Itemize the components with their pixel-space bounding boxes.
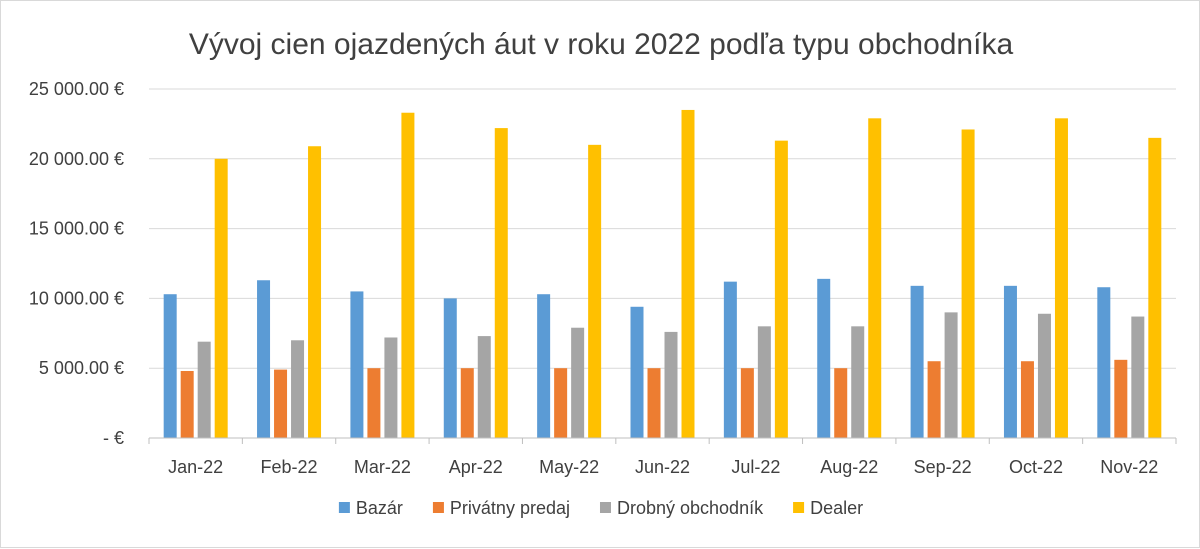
bar [443, 298, 457, 438]
y-tick-label: - € [103, 428, 124, 448]
legend-swatch [432, 502, 444, 513]
bar [554, 368, 568, 438]
x-tick-label: Jun-22 [635, 457, 690, 477]
legend-item: Drobný obchodník [599, 498, 764, 518]
bar [1054, 118, 1068, 438]
bar [477, 336, 491, 438]
bar [910, 285, 924, 438]
bar [537, 294, 551, 438]
x-tick-label: Apr-22 [449, 457, 503, 477]
bar [851, 326, 865, 438]
x-tick-label: Sep-22 [914, 457, 972, 477]
bar [1097, 287, 1111, 438]
bar [647, 368, 661, 438]
legend-label: Bazár [356, 498, 403, 518]
legend-label: Drobný obchodník [617, 498, 764, 518]
legend-swatch [599, 502, 611, 513]
bar [180, 370, 194, 438]
y-tick-label: 15 000.00 € [29, 219, 124, 239]
legend-item: Bazár [338, 498, 403, 518]
x-tick-label: Mar-22 [354, 457, 411, 477]
bar [494, 128, 508, 438]
bar [571, 327, 585, 438]
legend-swatch [338, 502, 350, 513]
gridlines [149, 88, 1176, 369]
bar [1148, 137, 1162, 439]
bar [274, 369, 288, 438]
bar [367, 368, 381, 438]
bar [757, 326, 771, 438]
bar [1131, 316, 1145, 438]
y-axis-ticks: - € 5 000.00 € 10 000.00 € 15 000.00 € 20 00… [29, 79, 124, 448]
bar [944, 312, 958, 438]
bar [350, 291, 364, 438]
y-tick-label: 10 000.00 € [29, 288, 124, 308]
bar [257, 280, 271, 438]
bar [681, 109, 695, 438]
legend: Bazár Privátny predaj Drobný obchodník Deal… [338, 498, 863, 518]
bar [740, 368, 754, 438]
bar [214, 158, 228, 439]
bar [1114, 359, 1128, 438]
bar [1037, 313, 1051, 438]
x-tick-label: Jan-22 [168, 457, 223, 477]
x-tick-label: Aug-22 [820, 457, 878, 477]
bar [664, 331, 678, 438]
legend-swatch [793, 502, 805, 513]
x-tick-label: May-22 [539, 457, 599, 477]
bar [817, 278, 831, 438]
bar [774, 140, 788, 439]
x-tick-label: Nov-22 [1100, 457, 1158, 477]
bar [291, 340, 305, 438]
bar [1020, 361, 1034, 438]
y-tick-label: 5 000.00 € [39, 358, 124, 378]
x-axis: Jan-22 Feb-22 Mar-22 Apr-22 May-22 Jun-22 Jul-… [148, 437, 1177, 477]
bar [588, 144, 602, 438]
x-tick-label: Oct-22 [1009, 457, 1063, 477]
y-tick-label: 25 000.00 € [29, 79, 124, 99]
bar [1003, 285, 1017, 438]
bar [961, 129, 975, 438]
x-tick-label: Jul-22 [731, 457, 780, 477]
bar [834, 368, 848, 438]
legend-item: Dealer [793, 498, 863, 518]
bar [384, 337, 398, 438]
bar [197, 341, 211, 438]
bar [868, 118, 882, 438]
bar [460, 368, 474, 438]
bar [723, 281, 737, 438]
legend-label: Dealer [810, 498, 863, 518]
bar [308, 146, 322, 438]
bar [401, 112, 415, 439]
legend-label: Privátny predaj [450, 498, 570, 518]
legend-item: Privátny predaj [432, 498, 570, 518]
chart-title: Vývoj cien ojazdených áut v roku 2022 po… [189, 28, 1014, 61]
bars [163, 109, 1162, 439]
x-tick-label: Feb-22 [261, 457, 318, 477]
bar [163, 294, 177, 438]
bar [927, 361, 941, 438]
y-tick-label: 20 000.00 € [29, 149, 124, 169]
bar [630, 306, 644, 438]
